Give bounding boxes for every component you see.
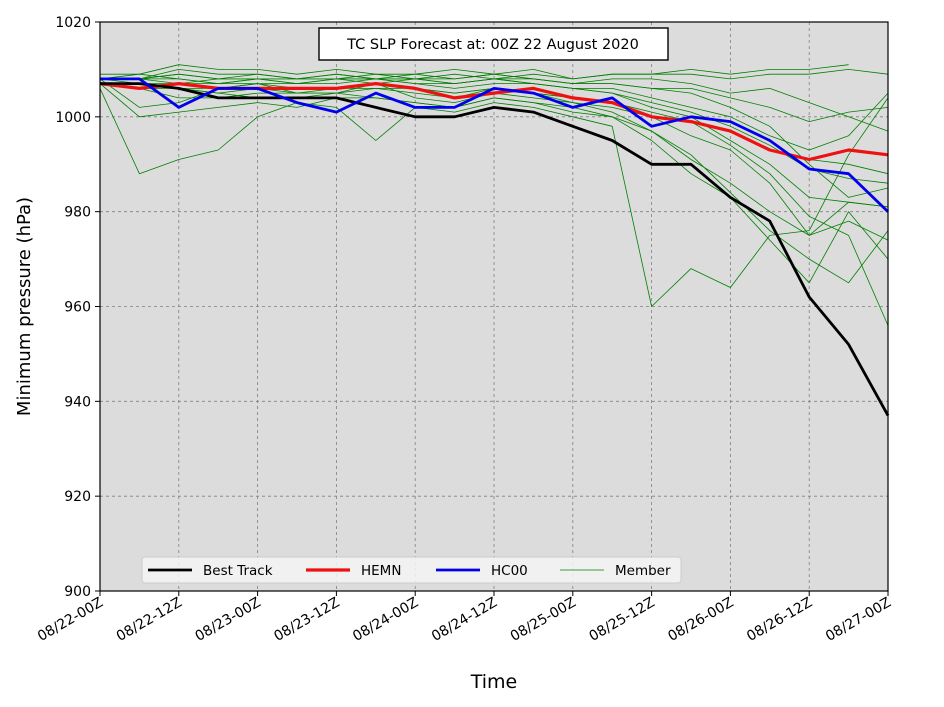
title-box-frame [318, 27, 669, 61]
series-line-member [100, 64, 849, 80]
y-tick-label: 1020 [55, 15, 91, 31]
y-tick-label: 900 [64, 584, 91, 600]
y-tick-label: 980 [64, 205, 91, 221]
x-tick-label: 08/25-00Z [508, 595, 579, 645]
y-tick-label: 920 [64, 489, 91, 505]
legend: Best Track HEMN HC00 Member [141, 556, 682, 584]
legend-item-hemn: HEMN [306, 563, 401, 579]
series-line-member [100, 73, 889, 122]
x-tick-label: 08/27-00Z [823, 595, 894, 645]
series-line-hc00 [100, 77, 889, 213]
x-tick-label: 08/23-00Z [193, 595, 264, 645]
x-tick-label: 08/24-00Z [350, 595, 421, 645]
legend-frame [141, 556, 682, 584]
legend-item-hc00: HC00 [436, 563, 528, 579]
x-axis-label: Time [470, 671, 518, 693]
series-line-member [99, 83, 889, 284]
x-tick-label: 08/24-12Z [429, 595, 500, 645]
legend-label: HC00 [491, 563, 528, 579]
series-line-member [100, 78, 889, 184]
y-axis-label: Minimum pressure (hPa) [14, 197, 35, 416]
main-series-lines [99, 77, 890, 417]
legend-item-member: Member [560, 563, 671, 579]
x-tick-label: 08/22-12Z [114, 595, 185, 645]
chart-title: TC SLP Forecast at: 00Z 22 August 2020 [346, 37, 639, 53]
legend-label: Member [615, 563, 671, 579]
series-line-best-track [100, 82, 890, 417]
legend-label: Best Track [203, 563, 273, 579]
y-tick-label: 940 [64, 394, 91, 410]
x-tick-label: 08/23-12Z [271, 595, 342, 645]
x-tick-label: 08/22-00Z [35, 595, 106, 645]
series-line-member [99, 88, 889, 307]
x-tick-label: 08/25-12Z [587, 595, 658, 645]
title-box: TC SLP Forecast at: 00Z 22 August 2020 [318, 27, 669, 61]
y-tick-label: 960 [64, 300, 91, 316]
y-tick-label: 1000 [55, 110, 91, 126]
x-tick-label: 08/26-00Z [665, 595, 736, 645]
legend-item-best-track: Best Track [148, 563, 273, 579]
legend-label: HEMN [361, 563, 401, 579]
x-tick-label: 08/26-12Z [744, 595, 815, 645]
